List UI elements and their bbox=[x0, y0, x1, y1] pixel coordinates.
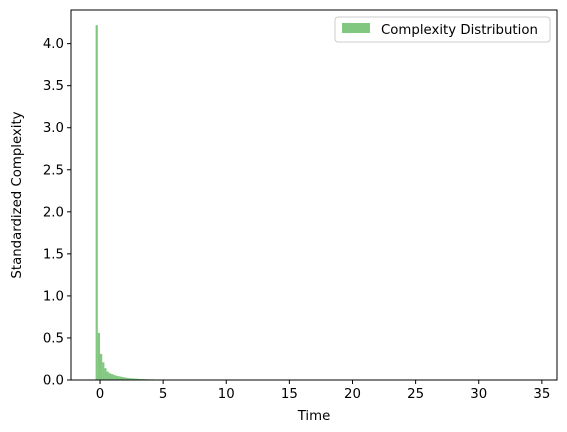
histogram-bar bbox=[97, 332, 101, 380]
y-tick-label: 0.0 bbox=[43, 374, 64, 389]
histogram-bar bbox=[102, 362, 105, 380]
histogram-bar bbox=[104, 368, 107, 380]
x-tick-label: 25 bbox=[407, 387, 424, 402]
legend-frame bbox=[334, 16, 551, 43]
x-tick-label: 15 bbox=[281, 387, 298, 402]
histogram-bar bbox=[117, 376, 120, 380]
legend: Complexity Distribution bbox=[334, 16, 551, 43]
histogram-bar bbox=[113, 374, 116, 380]
histogram-bar bbox=[95, 25, 98, 381]
legend-swatch bbox=[342, 23, 370, 33]
plot-frame bbox=[70, 9, 558, 381]
y-tick-label: 0.5 bbox=[43, 331, 64, 346]
y-axis-ticks: 0.0 0.5 1.0 1.5 2.0 2.5 3.0 3.5 4.0 bbox=[43, 37, 71, 389]
histogram-bar bbox=[128, 378, 131, 380]
histogram-bar bbox=[119, 376, 122, 380]
histogram-bar bbox=[124, 377, 127, 380]
x-tick-label: 10 bbox=[218, 387, 235, 402]
x-tick-label: 30 bbox=[470, 387, 487, 402]
x-tick-label: 35 bbox=[533, 387, 550, 402]
x-tick-label: 0 bbox=[96, 387, 104, 402]
histogram-bar bbox=[132, 378, 136, 380]
histogram-bar bbox=[110, 374, 114, 380]
x-tick-label: 5 bbox=[159, 387, 167, 402]
legend-label: Complexity Distribution bbox=[381, 23, 538, 38]
y-tick-label: 4.0 bbox=[43, 37, 64, 52]
histogram-bars bbox=[95, 25, 228, 381]
histogram-bar bbox=[108, 373, 111, 380]
y-tick-label: 1.5 bbox=[43, 247, 64, 262]
x-tick-label: 20 bbox=[344, 387, 361, 402]
histogram-bar bbox=[139, 378, 142, 380]
x-axis-label: Time bbox=[297, 409, 331, 424]
histogram-bar bbox=[135, 378, 138, 380]
histogram-bar bbox=[126, 377, 129, 380]
y-tick-label: 3.5 bbox=[43, 79, 64, 94]
y-tick-label: 2.5 bbox=[43, 163, 64, 178]
y-tick-label: 3.0 bbox=[43, 121, 64, 136]
y-axis-label: Standardized Complexity bbox=[10, 111, 25, 278]
histogram-bar bbox=[121, 377, 125, 380]
histogram-bar bbox=[100, 353, 103, 380]
x-axis-ticks: 0 5 10 15 20 25 30 35 bbox=[96, 380, 550, 402]
histogram-bar bbox=[106, 371, 109, 380]
histogram-bar bbox=[130, 378, 133, 380]
y-tick-label: 1.0 bbox=[43, 289, 64, 304]
histogram-bar bbox=[115, 375, 118, 380]
histogram-bar bbox=[137, 378, 140, 380]
y-tick-label: 2.0 bbox=[43, 205, 64, 220]
